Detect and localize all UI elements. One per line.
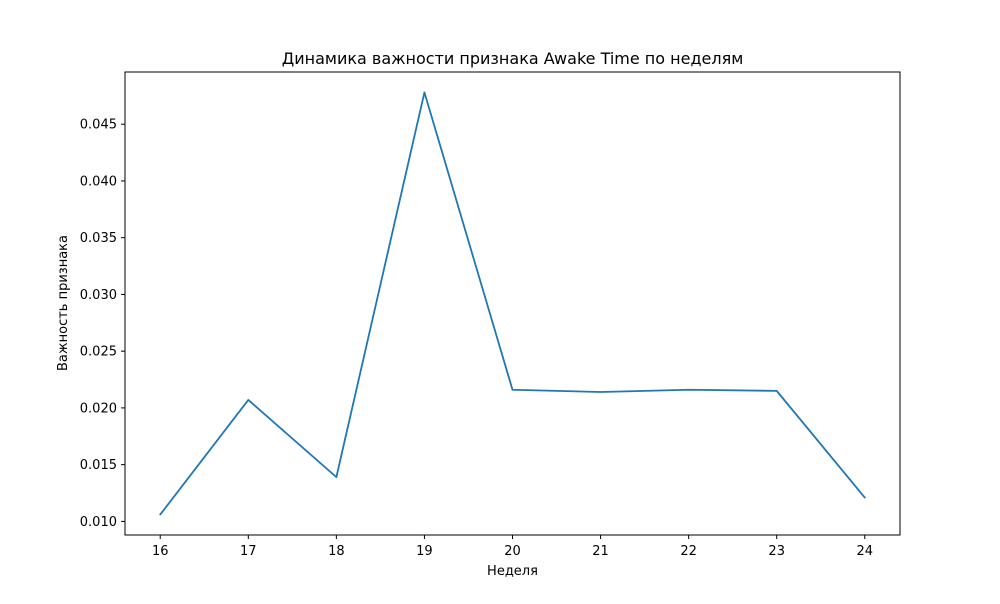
y-tick-label: 0.040 <box>80 174 117 189</box>
x-tick-label: 18 <box>328 544 345 559</box>
plot-area: 16 17 18 19 20 21 22 23 24 0.010 0.015 0.020 0.025 0.… <box>80 72 900 559</box>
y-tick-label: 0.025 <box>80 345 117 360</box>
x-tick-label: 17 <box>240 544 257 559</box>
y-tick-label: 0.020 <box>80 401 117 416</box>
x-tick-label: 21 <box>592 544 609 559</box>
y-tick-label: 0.035 <box>80 231 117 246</box>
x-tick-label: 20 <box>504 544 521 559</box>
plot-frame <box>125 72 900 535</box>
x-tick-label: 23 <box>768 544 785 559</box>
chart-title: Динамика важности признака Awake Time по… <box>282 49 744 68</box>
y-axis-label: Важность признака <box>56 235 71 371</box>
x-tick-label: 22 <box>680 544 697 559</box>
y-tick-label: 0.045 <box>80 118 117 133</box>
x-axis-label: Неделя <box>487 564 538 579</box>
y-tick-label: 0.030 <box>80 288 117 303</box>
x-tick-label: 19 <box>416 544 433 559</box>
x-tick-label: 16 <box>152 544 169 559</box>
x-tick-label: 24 <box>856 544 873 559</box>
series-line <box>160 92 865 514</box>
y-tick-label: 0.010 <box>80 515 117 530</box>
y-tick-label: 0.015 <box>80 458 117 473</box>
